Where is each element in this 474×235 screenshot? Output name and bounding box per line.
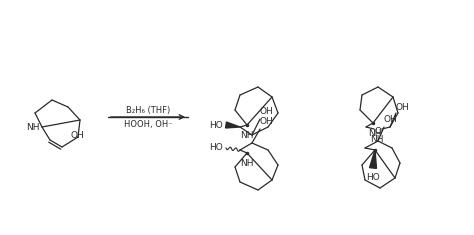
Polygon shape [226,122,240,128]
Text: OH: OH [395,102,409,111]
Text: OH: OH [383,115,397,125]
Text: NH: NH [368,129,382,137]
Text: NH: NH [26,122,40,132]
Text: NH: NH [240,130,254,140]
Text: HO: HO [209,121,223,129]
Text: O: O [374,128,382,137]
Text: OH: OH [259,106,273,115]
Text: HO: HO [209,144,223,153]
Text: OH: OH [259,118,273,126]
Polygon shape [370,150,376,168]
Text: HO: HO [366,173,380,183]
Text: OH: OH [70,130,84,140]
Text: NH: NH [370,136,384,145]
Text: HOOH, OH⁻: HOOH, OH⁻ [124,120,173,129]
Text: B₂H₆ (THF): B₂H₆ (THF) [126,106,170,114]
Text: NH: NH [240,158,254,168]
